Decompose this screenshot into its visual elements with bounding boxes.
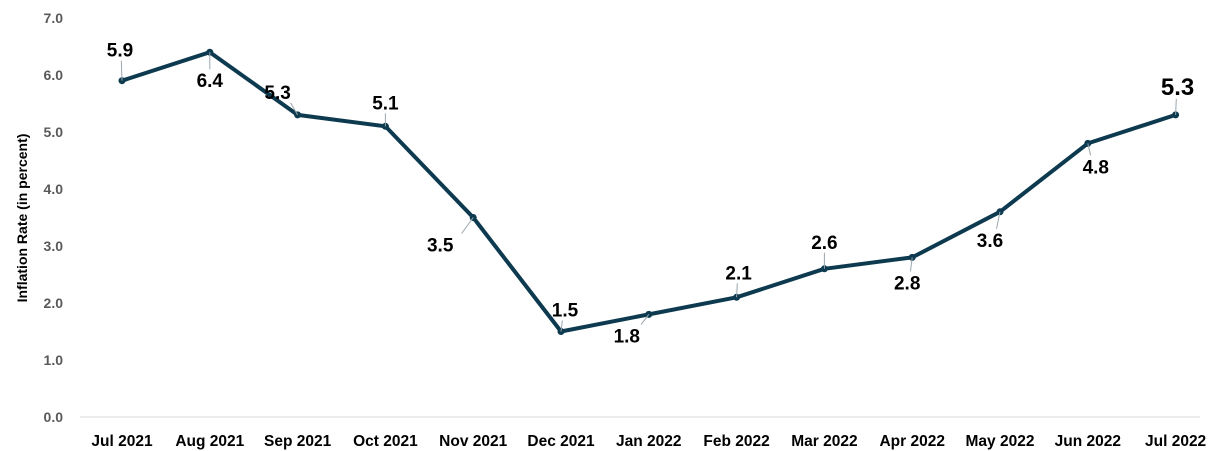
- x-tick-label: Jun 2022: [1055, 433, 1121, 450]
- data-label: 2.1: [725, 263, 752, 284]
- data-labels: 5.9 6.4 5.3 5.1 3.5 1.5 1.8 2.1 2.6 2.8 3.6 4.8 5.3: [107, 41, 1194, 348]
- data-label-latest: 5.3: [1161, 74, 1194, 101]
- data-label-leader: [909, 257, 913, 272]
- data-label: 5.1: [372, 93, 399, 114]
- y-tick-label: 7.0: [44, 10, 64, 26]
- y-tick-label: 6.0: [44, 67, 64, 83]
- data-label: 4.8: [1083, 157, 1109, 178]
- data-label-leader: [120, 60, 123, 81]
- y-tick-label: 0.0: [44, 409, 64, 425]
- x-tick-label: Oct 2021: [353, 433, 418, 450]
- x-tick-label: Dec 2021: [527, 433, 595, 450]
- x-axis-ticks: Jul 2021 Aug 2021 Sep 2021 Oct 2021 Nov 2021…: [91, 433, 1206, 450]
- data-label-leader: [560, 320, 563, 332]
- data-label: 6.4: [197, 71, 224, 92]
- y-axis-title: Inflation Rate (in percent): [14, 134, 30, 303]
- data-label: 5.9: [107, 41, 133, 62]
- data-label-leader: [1087, 143, 1092, 156]
- data-label: 2.8: [894, 273, 920, 294]
- x-tick-label: Feb 2022: [703, 433, 769, 450]
- y-axis-ticks: 0.0 1.0 2.0 3.0 4.0 5.0 6.0 7.0: [44, 10, 64, 425]
- y-tick-label: 2.0: [44, 295, 64, 311]
- x-tick-label: Apr 2022: [879, 433, 944, 450]
- x-tick-label: Jan 2022: [616, 433, 682, 450]
- y-axis-title-group: Inflation Rate (in percent): [14, 134, 30, 303]
- data-label-leader: [640, 314, 650, 325]
- data-label-leader: [736, 283, 738, 298]
- data-label-leader: [290, 102, 299, 116]
- x-tick-label: Mar 2022: [791, 433, 857, 450]
- y-tick-label: 3.0: [44, 238, 64, 254]
- x-tick-label: Jul 2022: [1145, 433, 1206, 450]
- data-label-leader: [996, 211, 1001, 229]
- data-label-leader: [1175, 98, 1177, 115]
- data-label-leader: [461, 217, 474, 234]
- x-tick-label: May 2022: [966, 433, 1035, 450]
- x-tick-label: Sep 2021: [264, 433, 332, 450]
- data-label: 2.6: [811, 233, 837, 254]
- data-label: 3.6: [977, 231, 1003, 252]
- data-label: 3.5: [427, 236, 454, 257]
- y-tick-label: 5.0: [44, 124, 64, 140]
- x-tick-label: Nov 2021: [439, 433, 507, 450]
- y-tick-label: 4.0: [44, 181, 64, 197]
- data-label: 1.5: [552, 301, 579, 322]
- data-label: 1.8: [614, 326, 640, 347]
- data-label: 5.3: [264, 83, 290, 104]
- x-tick-label: Aug 2021: [175, 433, 244, 450]
- y-tick-label: 1.0: [44, 352, 64, 368]
- x-tick-label: Jul 2021: [91, 433, 153, 450]
